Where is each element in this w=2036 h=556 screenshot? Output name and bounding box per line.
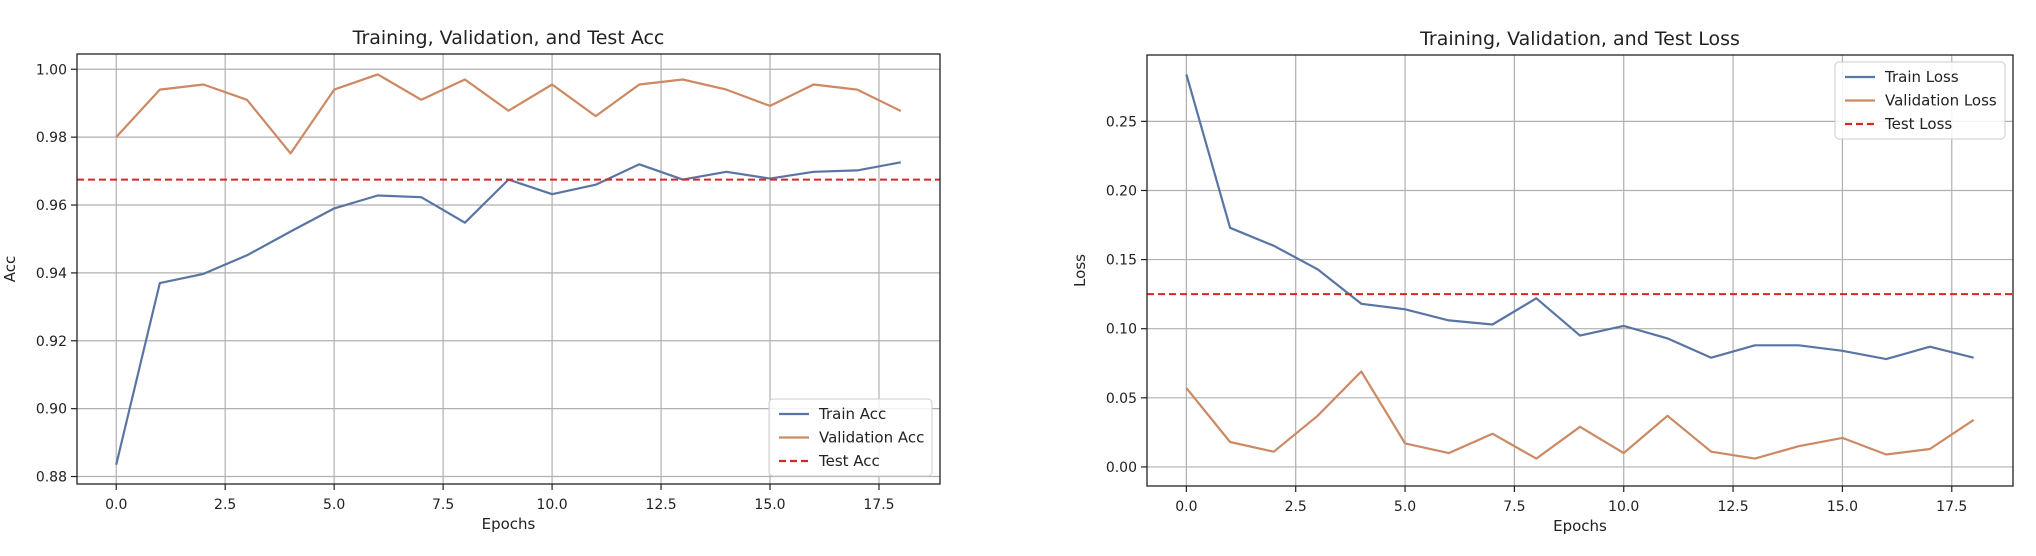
x-tick-label: 7.5: [432, 497, 454, 513]
y-tick-label: 0.96: [36, 198, 67, 214]
x-tick-label: 2.5: [1285, 499, 1307, 515]
legend-label: Validation Acc: [819, 429, 924, 447]
x-tick-label: 7.5: [1503, 499, 1525, 515]
legend-label: Train Loss: [1884, 68, 1959, 86]
x-axis-label: Epochs: [1553, 517, 1607, 535]
legend: Train Acc Validation Acc Test Acc: [768, 398, 933, 477]
y-axis-label: Loss: [1071, 254, 1089, 287]
chart-title: Training, Validation, and Test Loss: [1419, 28, 1740, 50]
series-line-validation-acc: [115, 73, 902, 155]
y-tick-label: 0.90: [36, 402, 67, 418]
chart-title: Training, Validation, and Test Acc: [352, 27, 665, 49]
y-tick-label: 0.20: [1106, 183, 1137, 199]
x-tick-label: 5.0: [323, 497, 345, 513]
y-tick-label: 0.10: [1106, 322, 1137, 338]
x-tick-label: 12.5: [645, 497, 676, 513]
x-tick-label: 15.0: [754, 497, 785, 513]
legend-label: Test Acc: [818, 452, 880, 470]
y-tick-label: 0.88: [36, 470, 67, 486]
x-tick-label: 15.0: [1827, 499, 1858, 515]
x-tick-label: 12.5: [1717, 499, 1748, 515]
chart-panel-0: 0.0 2.5 5.0 7.5 10.0 12.5 15.0 17.5 0.88 0.90 0.92…: [1, 27, 941, 533]
series-line-train-loss: [1185, 74, 1974, 361]
legend-label: Validation Loss: [1885, 92, 1997, 110]
y-tick-label: 0.15: [1106, 253, 1137, 269]
x-tick-label: 10.0: [1608, 499, 1639, 515]
legend-label: Train Acc: [818, 405, 886, 423]
y-tick-label: 0.98: [36, 130, 67, 146]
x-tick-label: 0.0: [1175, 499, 1197, 515]
x-tick-label: 10.0: [536, 497, 567, 513]
legend-box: [768, 398, 933, 477]
x-tick-label: 5.0: [1394, 499, 1416, 515]
x-tick-label: 17.5: [863, 497, 894, 513]
y-tick-label: 1.00: [36, 62, 67, 78]
y-tick-label: 0.05: [1106, 391, 1137, 407]
x-tick-label: 0.0: [105, 497, 127, 513]
plot-frame: [1146, 54, 2014, 487]
x-axis-label: Epochs: [482, 515, 536, 533]
x-tick-label: 17.5: [1936, 499, 1967, 515]
series-line-validation-loss: [1185, 370, 1975, 460]
y-tick-label: 0.92: [36, 334, 67, 350]
x-tick-label: 2.5: [214, 497, 236, 513]
y-axis-label: Acc: [1, 256, 19, 283]
legend: Train Loss Validation Loss Test Loss: [1834, 61, 2006, 140]
plot-frame: [76, 53, 941, 485]
y-tick-label: 0.25: [1106, 114, 1137, 130]
y-tick-label: 0.00: [1106, 460, 1137, 476]
legend-label: Test Loss: [1884, 115, 1952, 133]
legend-box: [1834, 61, 2006, 140]
chart-panel-1: 0.0 2.5 5.0 7.5 10.0 12.5 15.0 17.5 0.00 0.05 0.10…: [1071, 28, 2014, 535]
y-tick-label: 0.94: [36, 266, 67, 282]
